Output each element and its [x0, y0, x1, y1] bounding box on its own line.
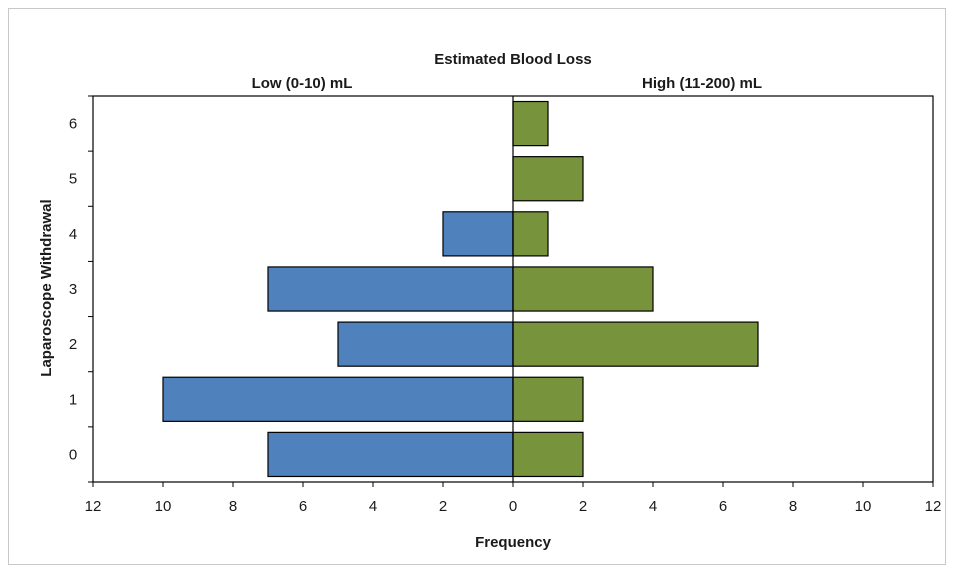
high-bar-3 [512, 266, 654, 312]
y-tick-label: 0 [69, 446, 77, 463]
low-bar-1 [162, 376, 514, 422]
low-group-label: Low (0-10) mL [252, 75, 353, 92]
high-group-label: High (11-200) mL [642, 75, 762, 92]
x-tick-label: 6 [719, 498, 727, 515]
y-tick-label: 5 [69, 171, 77, 188]
x-tick-label: 10 [855, 498, 872, 515]
x-tick-label: 2 [579, 498, 587, 515]
high-bar-4 [512, 211, 549, 257]
chart-title: Estimated Blood Loss [434, 51, 592, 68]
high-bar-0 [512, 431, 584, 478]
x-axis-title: Frequency [475, 534, 552, 551]
y-axis: 0 1 2 3 4 5 6 [69, 95, 93, 483]
high-bar-6 [512, 100, 549, 147]
y-axis-title: Laparoscope Withdrawal [38, 199, 55, 376]
y-tick-label: 2 [69, 336, 77, 353]
x-axis: 12 10 8 6 4 2 0 2 4 6 8 10 12 [85, 482, 942, 515]
x-tick-label: 4 [369, 498, 377, 515]
bars [162, 100, 759, 478]
low-bar-4 [442, 211, 514, 257]
high-bar-1 [512, 376, 584, 422]
x-tick-label: 12 [925, 498, 942, 515]
high-bar-5 [512, 156, 584, 202]
x-tick-label: 12 [85, 498, 102, 515]
y-tick-label: 1 [69, 391, 77, 408]
low-bar-2 [337, 321, 514, 367]
x-tick-label: 10 [155, 498, 172, 515]
x-tick-label: 6 [299, 498, 307, 515]
x-tick-label: 8 [229, 498, 237, 515]
high-bar-2 [512, 321, 759, 367]
low-bar-0 [267, 431, 514, 478]
x-tick-label: 4 [649, 498, 657, 515]
y-tick-label: 4 [69, 226, 77, 243]
y-tick-label: 3 [69, 281, 77, 298]
x-tick-label: 0 [509, 498, 517, 515]
x-tick-label: 8 [789, 498, 797, 515]
y-tick-label: 6 [69, 116, 77, 133]
x-tick-label: 2 [439, 498, 447, 515]
low-bar-3 [267, 266, 514, 312]
